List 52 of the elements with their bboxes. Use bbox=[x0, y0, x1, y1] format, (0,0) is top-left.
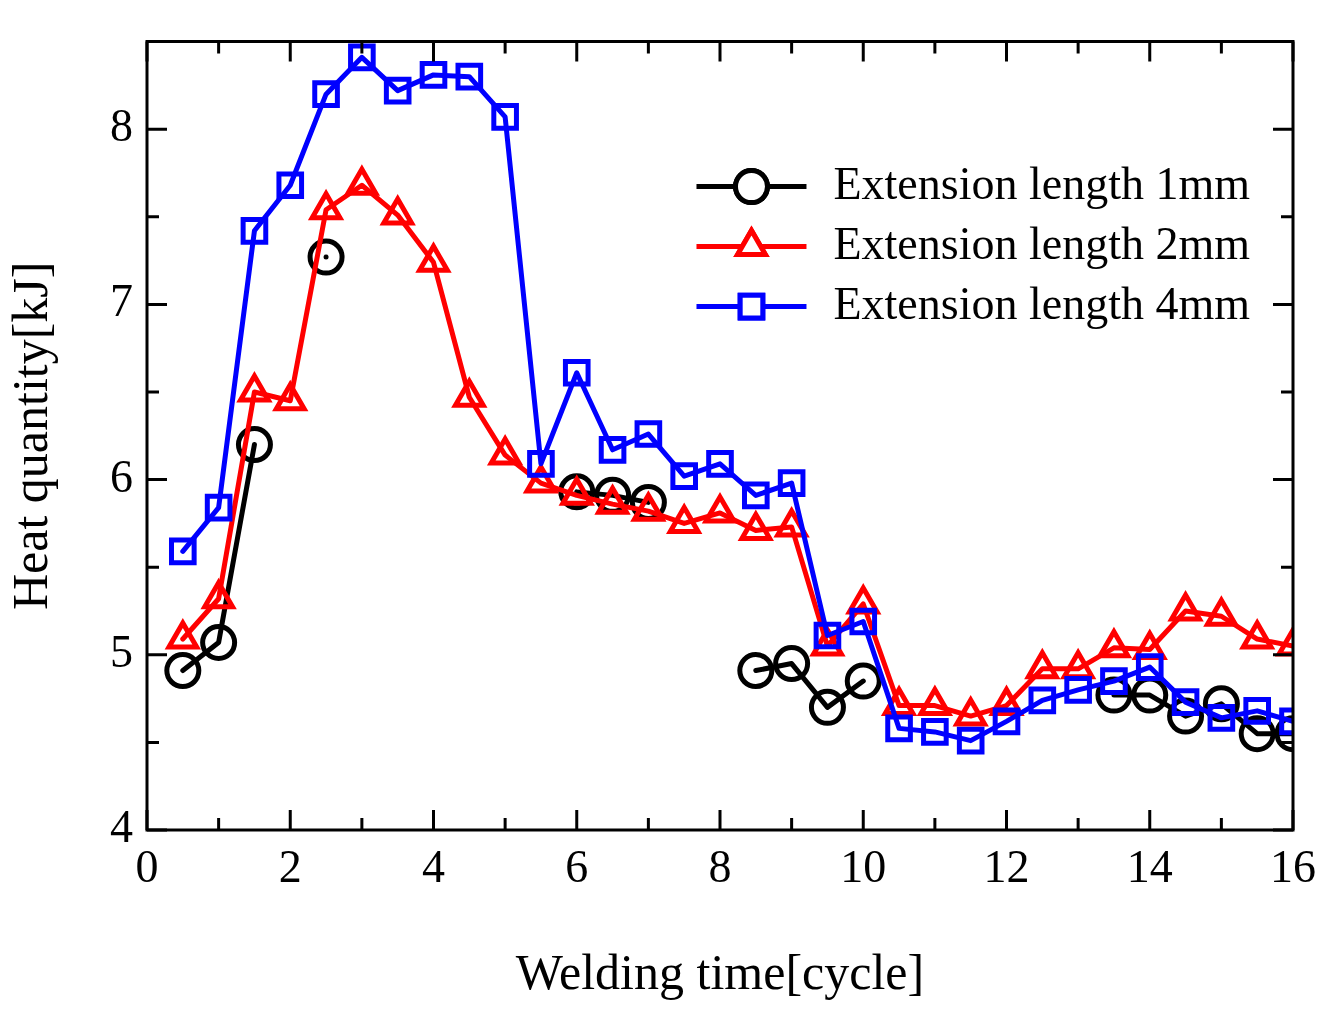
point bbox=[634, 420, 663, 448]
x-tick-label: 4 bbox=[422, 840, 445, 892]
point bbox=[670, 462, 698, 490]
x-tick-label: 12 bbox=[983, 840, 1030, 892]
x-tick-label: 0 bbox=[135, 840, 159, 892]
point bbox=[844, 662, 882, 700]
x-axis-title: Welding time[cycle] bbox=[515, 944, 925, 1001]
point bbox=[204, 493, 233, 522]
point bbox=[164, 652, 202, 690]
point bbox=[1243, 697, 1271, 725]
y-tick-label: 7 bbox=[110, 275, 133, 327]
point bbox=[706, 450, 734, 478]
y-tick-label: 5 bbox=[110, 625, 133, 677]
point bbox=[737, 652, 775, 690]
point bbox=[348, 43, 376, 72]
point bbox=[921, 718, 949, 746]
point bbox=[808, 688, 846, 726]
point bbox=[1135, 653, 1164, 681]
point bbox=[276, 171, 305, 200]
x-tick-label: 16 bbox=[1270, 840, 1316, 892]
x-tick-label: 14 bbox=[1126, 840, 1173, 892]
point bbox=[169, 537, 197, 566]
point bbox=[956, 726, 985, 755]
y-tick-label: 4 bbox=[110, 801, 133, 853]
y-tick-label: 6 bbox=[110, 450, 133, 502]
x-tick-label: 6 bbox=[565, 840, 589, 892]
point bbox=[1064, 676, 1092, 704]
x-tick-label: 8 bbox=[708, 840, 732, 892]
y-axis-title: Heat quantity[kJ] bbox=[2, 261, 59, 611]
point bbox=[200, 624, 238, 662]
point bbox=[773, 645, 811, 683]
legend-label: Extension length 2mm bbox=[833, 217, 1251, 269]
x-tick-label: 10 bbox=[840, 840, 887, 892]
point bbox=[849, 607, 878, 636]
point bbox=[240, 217, 269, 245]
point bbox=[598, 436, 627, 464]
point bbox=[777, 469, 806, 497]
point bbox=[992, 707, 1021, 736]
point bbox=[742, 481, 770, 510]
x-tick-label: 2 bbox=[278, 840, 302, 892]
point bbox=[312, 80, 340, 108]
point bbox=[562, 358, 591, 387]
y-tick-label: 8 bbox=[110, 100, 133, 152]
point bbox=[491, 103, 519, 131]
legend-label: Extension length 4mm bbox=[833, 277, 1251, 329]
point bbox=[527, 450, 555, 478]
point bbox=[885, 714, 913, 743]
legend-label: Extension length 1mm bbox=[833, 157, 1251, 209]
point bbox=[383, 76, 412, 105]
point bbox=[419, 61, 448, 89]
point bbox=[455, 62, 484, 91]
point bbox=[1028, 686, 1057, 715]
